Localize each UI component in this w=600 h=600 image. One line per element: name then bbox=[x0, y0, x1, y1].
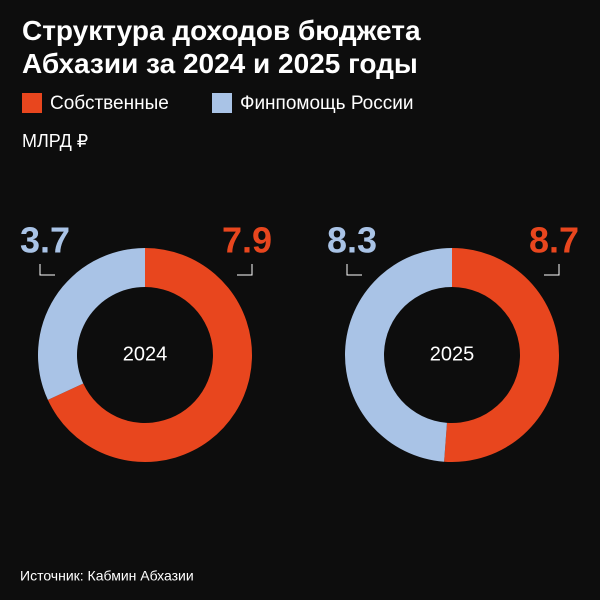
connector bbox=[39, 264, 55, 276]
connector bbox=[346, 264, 362, 276]
source: Источник: Кабмин Абхазии bbox=[20, 568, 194, 584]
donut-segment bbox=[38, 248, 145, 400]
legend-label: Собственные bbox=[50, 93, 169, 114]
legend-swatch bbox=[22, 93, 42, 113]
connector bbox=[544, 264, 560, 276]
donut-segment bbox=[444, 247, 560, 462]
value-label: 3.7 bbox=[20, 220, 70, 261]
value-label: 7.9 bbox=[222, 220, 272, 261]
chart-title: Структура доходов бюджета Абхазии за 202… bbox=[22, 15, 421, 79]
center-label: 2024 bbox=[123, 343, 168, 365]
legend-swatch bbox=[212, 93, 232, 113]
legend-label: Финпомощь России bbox=[240, 93, 413, 114]
center-label: 2025 bbox=[430, 343, 475, 365]
donut-segment bbox=[47, 248, 253, 462]
value-label: 8.3 bbox=[327, 220, 377, 261]
donut-segment bbox=[345, 248, 452, 462]
unit-label: МЛРД ₽ bbox=[22, 131, 88, 151]
value-label: 8.7 bbox=[529, 220, 579, 261]
connector bbox=[237, 264, 253, 276]
